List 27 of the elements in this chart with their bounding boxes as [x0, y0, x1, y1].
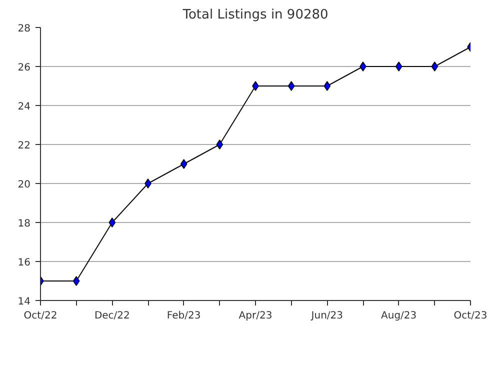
x-tick-label: Dec/22 — [94, 310, 130, 322]
x-tick-label: Oct/22 — [24, 310, 58, 322]
x-tick-label: Apr/23 — [238, 310, 272, 322]
y-tick-label: 26 — [18, 62, 31, 74]
point — [360, 62, 366, 72]
y-tick-label: 18 — [18, 218, 31, 230]
x-tick-label: Feb/23 — [166, 310, 201, 322]
point — [72, 276, 80, 286]
point — [288, 81, 295, 91]
point — [108, 218, 116, 228]
point — [216, 140, 224, 150]
point — [180, 159, 188, 169]
point — [431, 62, 438, 72]
x-tick-label: Jun/23 — [310, 310, 344, 322]
x-tick-label: Oct/23 — [454, 310, 488, 322]
y-tick-label: 24 — [18, 102, 31, 112]
y-tick-label: 22 — [18, 140, 31, 152]
point — [252, 81, 259, 91]
x-tick-label: Aug/23 — [381, 310, 417, 322]
y-tick-label: 28 — [18, 24, 31, 34]
point — [324, 81, 331, 91]
y-tick-label: 20 — [18, 180, 31, 190]
chart-title: Total Listings in 90280 — [182, 8, 328, 22]
point — [144, 178, 152, 188]
y-tick-label: 14 — [18, 296, 31, 308]
point — [395, 62, 402, 72]
y-tick-label: 16 — [18, 258, 31, 268]
